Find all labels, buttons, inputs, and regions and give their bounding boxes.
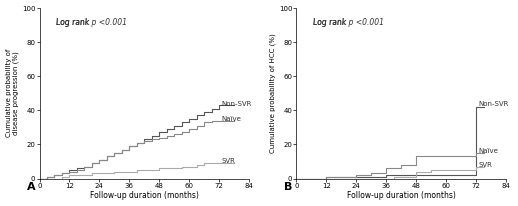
Y-axis label: Cumulative probability of
disease progression (%): Cumulative probability of disease progre… [6, 49, 19, 137]
Text: Naïve: Naïve [222, 116, 241, 122]
Text: Log rank p <0.001: Log rank p <0.001 [56, 18, 127, 27]
Text: Naïve: Naïve [479, 148, 498, 154]
Text: Non-SVR: Non-SVR [222, 101, 252, 107]
Text: Non-SVR: Non-SVR [479, 101, 509, 107]
X-axis label: Follow-up duration (months): Follow-up duration (months) [90, 191, 199, 200]
Text: A: A [27, 182, 35, 192]
Text: SVR: SVR [222, 158, 236, 164]
Text: SVR: SVR [479, 162, 493, 168]
Text: Log rank p <0.001: Log rank p <0.001 [313, 18, 384, 27]
Text: Log rank: Log rank [313, 18, 349, 27]
Y-axis label: Cumulative probability of HCC (%): Cumulative probability of HCC (%) [269, 33, 276, 153]
Text: Log rank: Log rank [56, 18, 92, 27]
Text: B: B [284, 182, 292, 192]
X-axis label: Follow-up duration (months): Follow-up duration (months) [347, 191, 456, 200]
